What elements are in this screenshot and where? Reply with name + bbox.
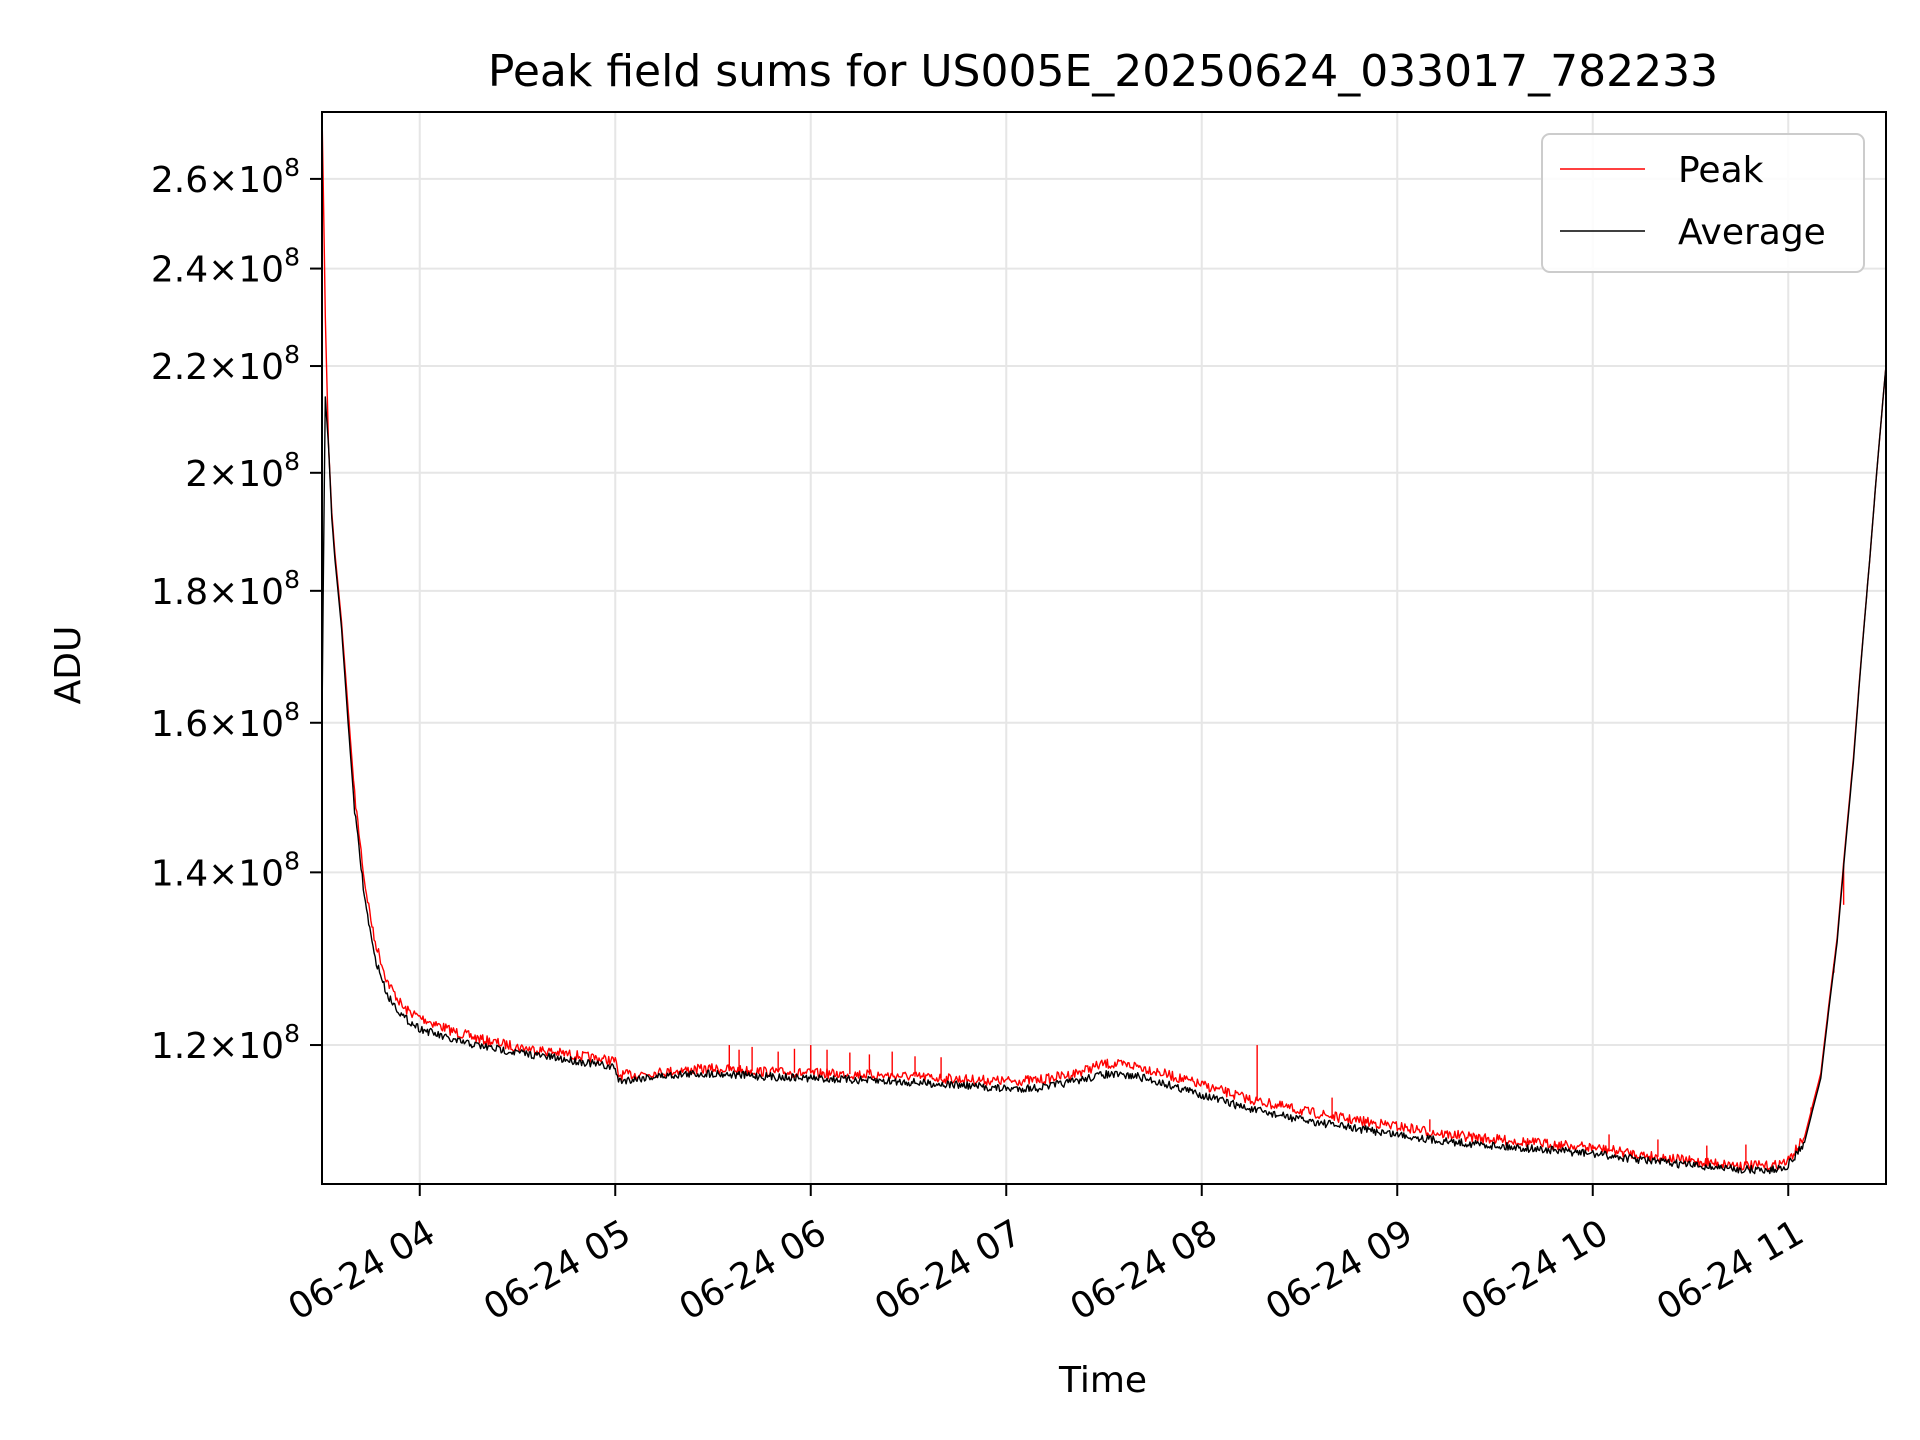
grid-lines: [322, 112, 1886, 1184]
series-line-average: [321, 365, 1887, 1175]
plot-area: [321, 111, 1887, 1175]
y-tick-label: 1.2×108: [151, 1019, 300, 1067]
y-tick-label: 2.2×108: [151, 340, 300, 388]
legend: Peak Average: [1541, 133, 1865, 273]
legend-label-peak: Peak: [1678, 150, 1764, 191]
series-line-peak: [321, 111, 1887, 1172]
axes-frame: [321, 111, 1887, 1185]
y-tick-label: 1.4×108: [151, 846, 300, 894]
legend-label-average: Average: [1678, 212, 1826, 253]
x-axis-label: Time: [1058, 1360, 1147, 1401]
y-tick-label: 2.4×108: [151, 243, 300, 291]
y-tick-label: 1.6×108: [151, 697, 300, 745]
y-tick-label: 2.6×108: [151, 153, 300, 201]
y-axis: 1.2×108 1.4×108 1.6×108 1.8×108 2×108 2.2×108…: [151, 153, 322, 1067]
y-axis-label: ADU: [48, 626, 89, 705]
chart-title: Peak field sums for US005E_20250624_0330…: [488, 46, 1718, 97]
y-tick-label: 1.8×108: [151, 565, 300, 613]
y-tick-label: 2×108: [185, 447, 300, 495]
